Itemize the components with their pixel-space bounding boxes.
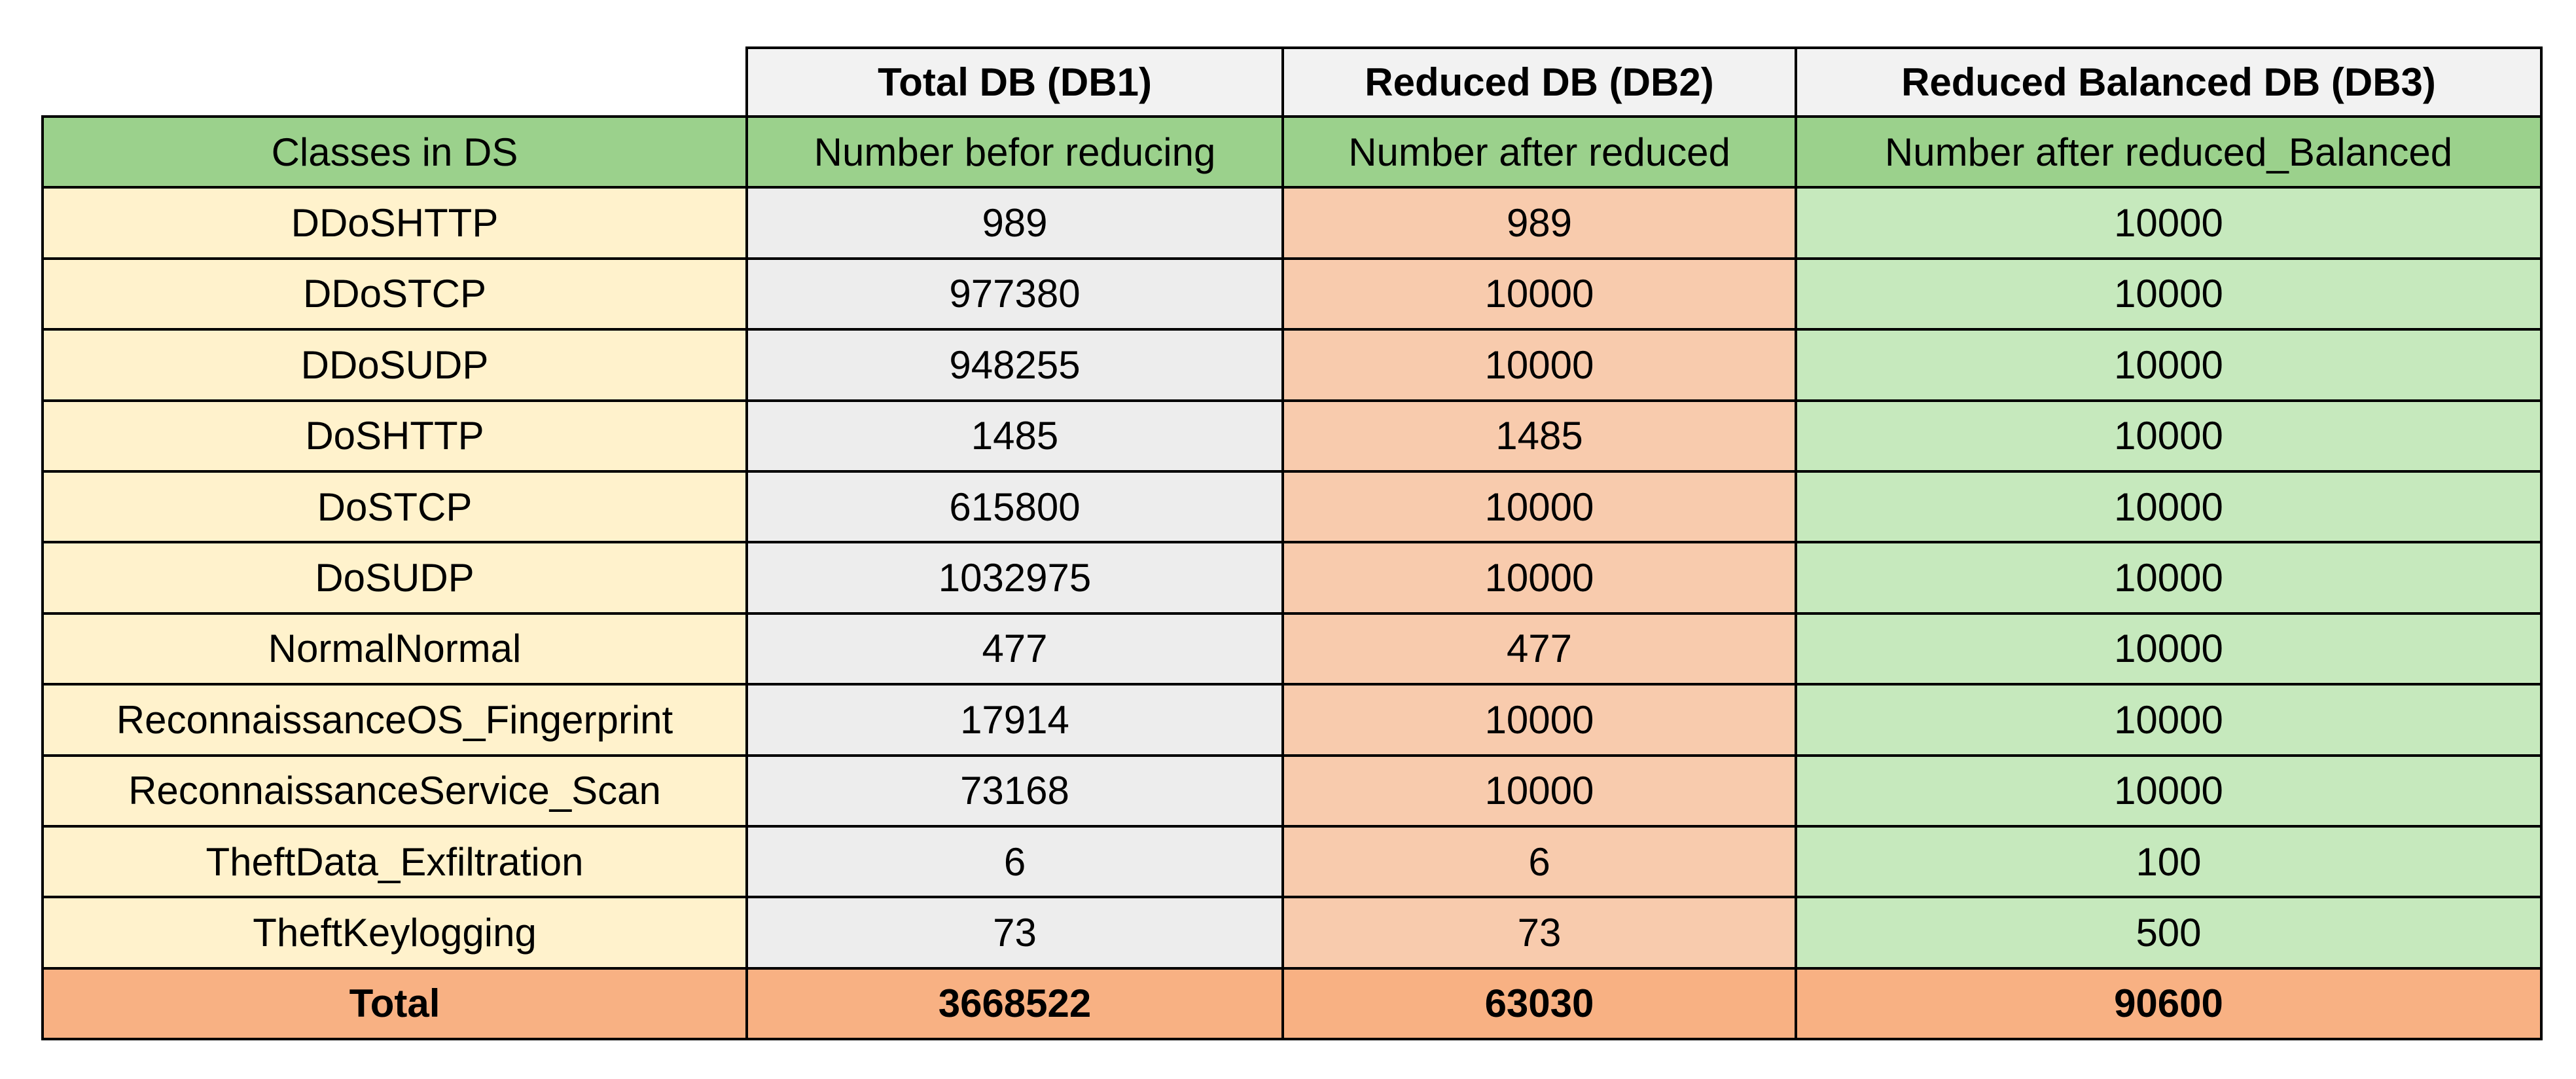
column-header: Classes in DS xyxy=(41,115,748,189)
count: 10000 xyxy=(1281,257,1797,331)
count: 10000 xyxy=(1281,470,1797,544)
count: 10000 xyxy=(1795,328,2543,402)
count: 73168 xyxy=(745,754,1284,828)
count: 989 xyxy=(745,186,1284,260)
count: 10000 xyxy=(1795,683,2543,757)
column-header: Number befor reducing xyxy=(745,115,1284,189)
group-header: Total DB (DB1) xyxy=(745,46,1284,118)
count: 73 xyxy=(1281,896,1797,970)
class-name: DDoSHTTP xyxy=(41,186,748,260)
count: 10000 xyxy=(1281,541,1797,615)
total-cell: Total xyxy=(41,966,748,1041)
count: 477 xyxy=(1281,612,1797,686)
count: 17914 xyxy=(745,683,1284,757)
count: 1485 xyxy=(745,399,1284,473)
count: 948255 xyxy=(745,328,1284,402)
count: 10000 xyxy=(1281,683,1797,757)
count: 100 xyxy=(1795,825,2543,899)
column-header: Number after reduced xyxy=(1281,115,1797,189)
count: 10000 xyxy=(1795,470,2543,544)
count: 10000 xyxy=(1795,541,2543,615)
count: 615800 xyxy=(745,470,1284,544)
count: 10000 xyxy=(1795,612,2543,686)
class-name: DoSUDP xyxy=(41,541,748,615)
count: 989 xyxy=(1281,186,1797,260)
count: 6 xyxy=(1281,825,1797,899)
count: 10000 xyxy=(1281,754,1797,828)
class-name: DoSTCP xyxy=(41,470,748,544)
count: 10000 xyxy=(1795,186,2543,260)
count: 477 xyxy=(745,612,1284,686)
count: 10000 xyxy=(1281,328,1797,402)
count: 6 xyxy=(745,825,1284,899)
total-cell: 63030 xyxy=(1281,966,1797,1041)
class-name: DDoSTCP xyxy=(41,257,748,331)
class-name: NormalNormal xyxy=(41,612,748,686)
group-header: Reduced DB (DB2) xyxy=(1281,46,1797,118)
class-name: TheftKeylogging xyxy=(41,896,748,970)
count: 73 xyxy=(745,896,1284,970)
total-cell: 90600 xyxy=(1795,966,2543,1041)
count: 1485 xyxy=(1281,399,1797,473)
count: 500 xyxy=(1795,896,2543,970)
class-name: DDoSUDP xyxy=(41,328,748,402)
total-cell: 3668522 xyxy=(745,966,1284,1041)
group-header: Reduced Balanced DB (DB3) xyxy=(1795,46,2543,118)
count: 10000 xyxy=(1795,754,2543,828)
count: 10000 xyxy=(1795,399,2543,473)
count: 10000 xyxy=(1795,257,2543,331)
class-name: DoSHTTP xyxy=(41,399,748,473)
class-name: TheftData_Exfiltration xyxy=(41,825,748,899)
class-name: ReconnaissanceService_Scan xyxy=(41,754,748,828)
count: 977380 xyxy=(745,257,1284,331)
count: 1032975 xyxy=(745,541,1284,615)
class-name: ReconnaissanceOS_Fingerprint xyxy=(41,683,748,757)
column-header: Number after reduced_Balanced xyxy=(1795,115,2543,189)
